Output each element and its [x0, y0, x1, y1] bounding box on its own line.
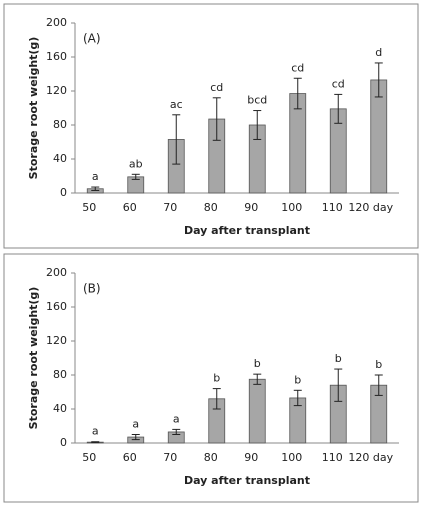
x-tick-label: 90 [244, 201, 258, 214]
x-tick-label: 90 [244, 451, 258, 464]
panel-label: (B) [83, 282, 101, 296]
error-bar [91, 186, 100, 191]
error-bar [374, 374, 383, 396]
y-tick-label: 80 [53, 118, 67, 131]
significance-letter: d [375, 46, 382, 59]
significance-letter: b [375, 358, 382, 371]
x-axis-label: Day after transplant [184, 474, 310, 487]
panel-border [3, 3, 419, 249]
x-tick-label: 50 [82, 201, 96, 214]
y-tick-label: 0 [60, 436, 67, 449]
error-bar [334, 368, 343, 402]
y-tick-label: 120 [46, 334, 67, 347]
significance-letter: a [173, 412, 180, 425]
error-bar [172, 428, 181, 435]
error-bar [253, 110, 262, 140]
error-bar [334, 93, 343, 124]
significance-letter: a [92, 425, 99, 438]
x-tick-label: 80 [204, 451, 218, 464]
y-tick-label: 40 [53, 152, 67, 165]
y-tick-label: 160 [46, 50, 67, 63]
y-tick-label: 80 [53, 368, 67, 381]
x-tick-label: 60 [123, 451, 137, 464]
x-tick-label: 120 day [348, 201, 393, 214]
error-bar [212, 97, 221, 141]
significance-letter: cd [210, 81, 223, 94]
significance-letter: a [92, 170, 99, 183]
error-bar [91, 441, 100, 444]
y-tick-label: 40 [53, 402, 67, 415]
y-tick-label: 200 [46, 16, 67, 29]
significance-letter: ac [170, 98, 183, 111]
significance-letter: cd [332, 77, 345, 90]
x-tick-label: 110 [322, 201, 343, 214]
x-tick-label: 70 [163, 451, 177, 464]
significance-letter: bcd [247, 94, 267, 107]
error-bar [253, 373, 262, 385]
y-axis-label: Storage root weight(g) [27, 287, 40, 430]
x-tick-label: 110 [322, 451, 343, 464]
panel-border [3, 253, 419, 503]
error-bar [293, 77, 302, 110]
y-tick-label: 0 [60, 186, 67, 199]
x-tick-label: 70 [163, 201, 177, 214]
error-bar [212, 388, 221, 410]
y-tick-label: 200 [46, 266, 67, 279]
y-tick-label: 160 [46, 300, 67, 313]
x-tick-label: 120 day [348, 451, 393, 464]
error-bar [172, 114, 181, 165]
error-bar [131, 434, 140, 441]
significance-letter: b [213, 372, 220, 385]
y-tick-label: 120 [46, 84, 67, 97]
error-bar [131, 173, 140, 180]
x-tick-label: 60 [123, 201, 137, 214]
significance-letter: b [294, 373, 301, 386]
y-axis-label: Storage root weight(g) [27, 37, 40, 180]
significance-letter: ab [129, 157, 143, 170]
significance-letter: cd [291, 61, 304, 74]
x-tick-label: 80 [204, 201, 218, 214]
x-tick-label: 100 [281, 201, 302, 214]
bar [248, 378, 266, 444]
panel-label: (A) [83, 32, 101, 46]
significance-letter: b [254, 357, 261, 370]
x-tick-label: 50 [82, 451, 96, 464]
error-bar [374, 62, 383, 98]
significance-letter: a [132, 418, 139, 431]
significance-letter: b [335, 352, 342, 365]
error-bar [293, 389, 302, 407]
x-axis-label: Day after transplant [184, 224, 310, 237]
x-tick-label: 100 [281, 451, 302, 464]
